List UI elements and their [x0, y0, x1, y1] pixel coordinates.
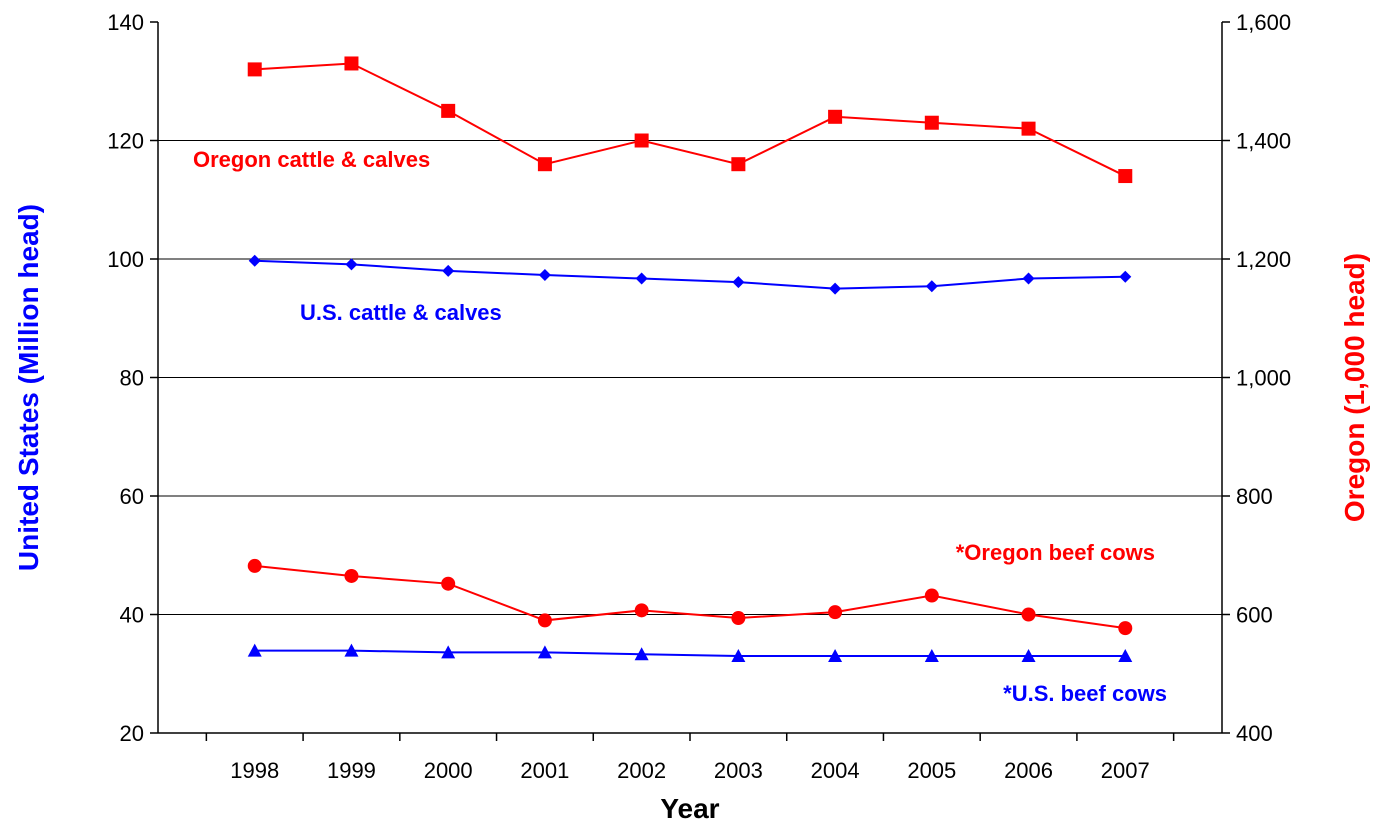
gridlines — [158, 140, 1222, 615]
triangle-marker — [247, 643, 262, 657]
series-line — [254, 564, 1126, 630]
diamond-marker — [538, 268, 551, 281]
y-tick-label-right: 1,400 — [1236, 129, 1291, 154]
y-tick-label-right: 800 — [1236, 484, 1273, 509]
y-tick-label-right: 1,000 — [1236, 366, 1291, 391]
y-tick-label-left: 100 — [107, 247, 144, 272]
circle-marker — [731, 611, 746, 626]
diamond-marker — [442, 264, 455, 277]
y-axis-title-left: United States (Million head) — [13, 204, 44, 571]
x-tick-label: 2000 — [424, 758, 473, 783]
square-marker — [247, 62, 262, 77]
y-tick-label-left: 80 — [120, 366, 144, 391]
square-marker — [1118, 169, 1133, 184]
diamond-marker — [345, 258, 358, 271]
square-marker — [634, 133, 649, 148]
diamond-marker — [732, 276, 745, 289]
circle-marker — [1021, 607, 1036, 622]
axes: 20 400 40 600 60 800 80 1,000 100 1,200 120 1,400 14… — [107, 10, 1291, 783]
square-marker — [731, 157, 746, 172]
triangle-marker — [924, 648, 939, 662]
x-tick-label: 1999 — [327, 758, 376, 783]
y-tick-label-left: 40 — [120, 603, 144, 628]
square-marker — [924, 115, 939, 130]
diamond-marker — [1119, 270, 1132, 283]
series-label: *U.S. beef cows — [1003, 681, 1167, 706]
triangle-marker — [634, 647, 649, 661]
triangle-marker — [731, 648, 746, 662]
x-tick-label: 2004 — [811, 758, 860, 783]
series-label: Oregon cattle & calves — [193, 147, 430, 172]
series-line — [254, 259, 1126, 290]
square-marker — [828, 109, 843, 124]
triangle-marker — [828, 648, 843, 662]
diamond-marker — [925, 280, 938, 293]
y-tick-label-right: 400 — [1236, 721, 1273, 746]
circle-marker — [247, 558, 262, 573]
x-tick-label: 1998 — [230, 758, 279, 783]
circle-marker — [1118, 621, 1133, 636]
x-tick-label: 2001 — [520, 758, 569, 783]
y-tick-label-left: 120 — [107, 129, 144, 154]
series-layer — [247, 56, 1133, 662]
circle-marker — [924, 588, 939, 603]
y-tick-label-left: 20 — [120, 721, 144, 746]
triangle-marker — [537, 645, 552, 659]
x-tick-label: 2003 — [714, 758, 763, 783]
series-line — [254, 62, 1126, 177]
square-marker — [1021, 121, 1036, 136]
square-marker — [441, 103, 456, 118]
square-marker — [344, 56, 359, 71]
diamond-marker — [635, 272, 648, 285]
square-marker — [537, 157, 552, 172]
y-tick-label-right: 600 — [1236, 603, 1273, 628]
y-axis-title-right: Oregon (1,000 head) — [1339, 253, 1370, 522]
circle-marker — [828, 605, 843, 620]
y-tick-label-left: 140 — [107, 10, 144, 35]
triangle-marker — [344, 643, 359, 657]
circle-marker — [441, 576, 456, 591]
series-line — [254, 649, 1126, 657]
y-tick-label-right: 1,200 — [1236, 247, 1291, 272]
x-tick-label: 2005 — [907, 758, 956, 783]
series-label: U.S. cattle & calves — [300, 300, 502, 325]
x-tick-label: 2006 — [1004, 758, 1053, 783]
y-tick-label-left: 60 — [120, 484, 144, 509]
diamond-marker — [829, 282, 842, 295]
triangle-marker — [1021, 648, 1036, 662]
diamond-marker — [1022, 272, 1035, 285]
circle-marker — [634, 603, 649, 618]
triangle-marker — [1118, 648, 1133, 662]
x-axis-title: Year — [660, 793, 719, 824]
circle-marker — [537, 613, 552, 628]
triangle-marker — [441, 645, 456, 659]
x-tick-label: 2007 — [1101, 758, 1150, 783]
labels: Year United States (Million head) Oregon (… — [13, 147, 1370, 824]
diamond-marker — [248, 254, 261, 267]
y-tick-label-right: 1,600 — [1236, 10, 1291, 35]
series-label: *Oregon beef cows — [956, 540, 1155, 565]
circle-marker — [344, 568, 359, 583]
x-tick-label: 2002 — [617, 758, 666, 783]
